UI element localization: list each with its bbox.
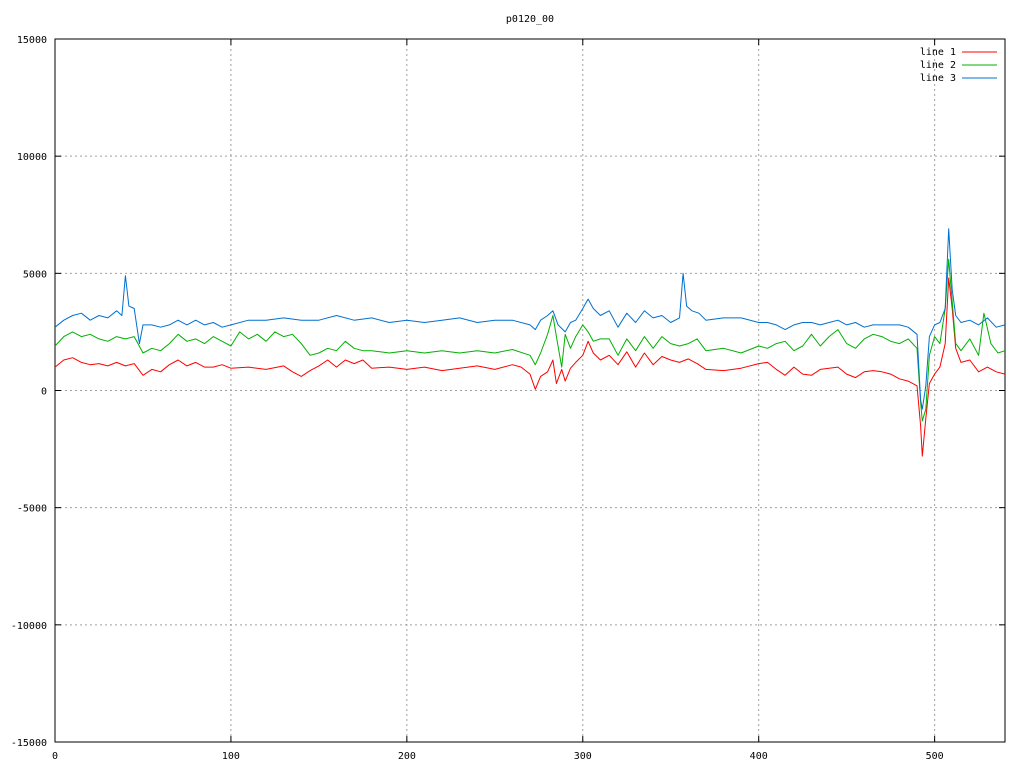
x-tick-label: 0 [52,751,58,762]
x-tick-label: 100 [222,751,240,762]
axis-ticks: 0 100 200 300 400 500 -15000 -10000 -5000 0 5000 10… [11,35,1005,762]
series-line-2 [54,258,1006,422]
x-tick-label: 500 [926,751,944,762]
x-tick-label: 200 [398,751,416,762]
grid [55,39,1005,742]
chart-title: p0120_00 [506,14,554,25]
y-tick-label: 0 [41,387,47,398]
series-line-1 [54,277,1006,457]
x-tick-label: 300 [574,751,592,762]
y-tick-label: 10000 [17,152,47,163]
y-tick-label: -5000 [17,504,47,515]
y-tick-label: -15000 [11,738,47,749]
y-tick-label: 5000 [23,269,47,280]
legend-label-1: line 1 [920,47,956,58]
y-tick-label: 15000 [17,35,47,46]
y-tick-label: -10000 [11,621,47,632]
legend-label-3: line 3 [920,73,956,84]
legend: line 1 line 2 line 3 [920,47,997,84]
series-line-3 [54,228,1006,410]
series-lines [54,228,1006,457]
legend-label-2: line 2 [920,60,956,71]
x-tick-label: 400 [750,751,768,762]
